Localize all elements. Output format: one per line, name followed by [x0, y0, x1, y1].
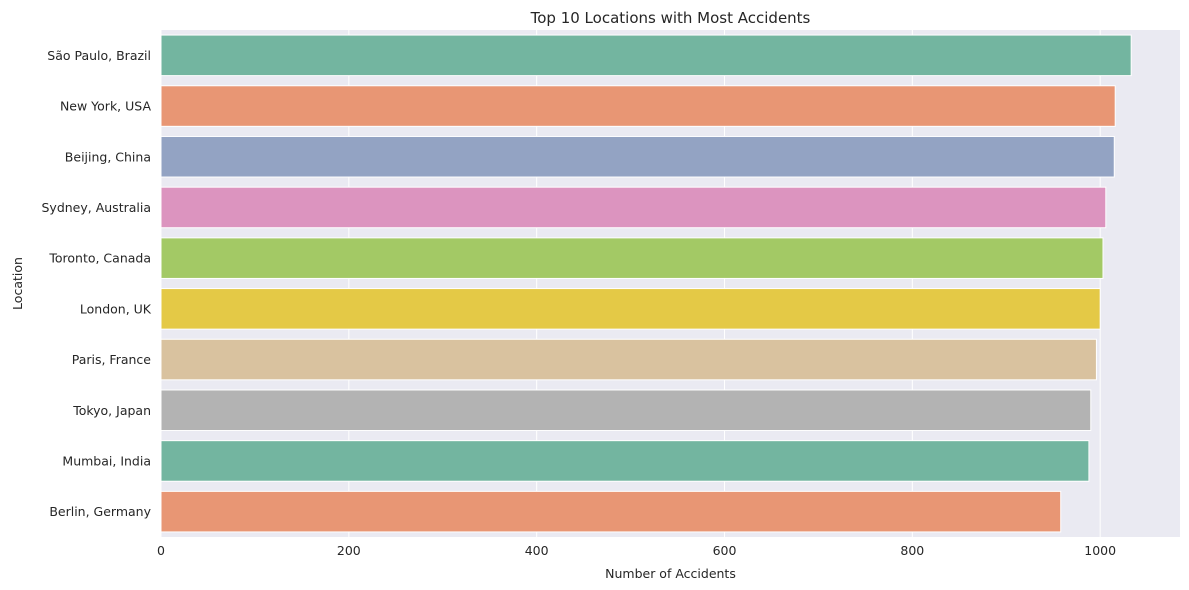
y-tick-label: São Paulo, Brazil [47, 48, 151, 63]
bar [160, 389, 1092, 432]
x-tick-label: 600 [713, 543, 737, 558]
bar [160, 490, 1062, 533]
y-tick-label: Toronto, Canada [48, 251, 151, 266]
y-tick-label: Berlin, Germany [49, 504, 151, 519]
x-tick-label: 400 [525, 543, 549, 558]
x-axis-title: Number of Accidents [605, 566, 736, 581]
y-tick-label: New York, USA [60, 99, 152, 114]
bar [160, 288, 1101, 330]
x-tick-label: 1000 [1084, 543, 1116, 558]
y-tick-label: Tokyo, Japan [72, 403, 151, 418]
chart-title: Top 10 Locations with Most Accidents [530, 9, 811, 27]
y-tick-label: London, UK [80, 301, 152, 316]
y-axis-title: Location [10, 257, 25, 310]
y-tick-label: Mumbai, India [62, 453, 151, 468]
y-tick-label: Paris, France [72, 352, 152, 367]
bar [160, 338, 1097, 381]
bar [160, 186, 1107, 229]
bars [160, 34, 1132, 533]
bar [160, 85, 1116, 127]
bar [160, 135, 1115, 178]
x-tick-label: 0 [157, 543, 165, 558]
y-tick-labels: São Paulo, Brazil New York, USA Beijing, C… [41, 48, 151, 519]
y-tick-label: Sydney, Australia [41, 200, 151, 215]
bar [160, 440, 1090, 482]
bar [160, 34, 1132, 77]
y-tick-label: Beijing, China [65, 149, 151, 164]
x-tick-label: 200 [337, 543, 361, 558]
x-tick-label: 800 [900, 543, 924, 558]
x-tick-labels: 0 200 400 600 800 1000 [157, 543, 1116, 558]
bar [160, 237, 1104, 279]
